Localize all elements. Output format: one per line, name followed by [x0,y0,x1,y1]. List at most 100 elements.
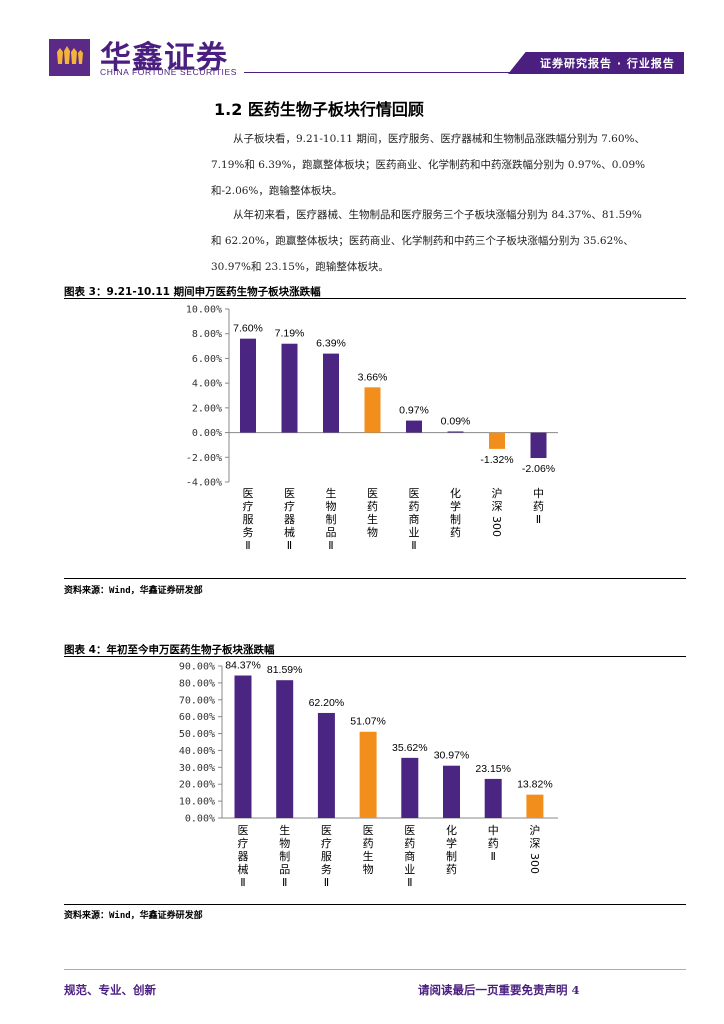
figure-3-top-rule [64,298,686,299]
category-label-char: 品 [326,526,337,539]
category-label-char: 化 [450,486,461,500]
footer-disclaimer-note: 请阅读最后一页重要免责声明 4 [418,983,580,997]
category-label-char: 化 [446,823,457,837]
category-label-char: 药 [533,500,544,513]
category-label-char: 深 [529,837,540,850]
category-label-char: 药 [409,500,420,513]
page-header: 华鑫证券 CHINA FORTUNE SECURITIES 证券研究报告 · 行… [0,0,724,80]
category-label-text: 医药生物 [367,487,378,539]
category-label-char: 务 [243,526,254,539]
y-tick-label: 50.00% [179,729,215,740]
y-tick-label: 80.00% [179,678,215,689]
category-label-char: 生 [367,512,378,526]
category-label-char: 服 [321,850,332,863]
bar [317,712,335,818]
category-label-char: Ⅱ [282,876,287,889]
y-tick-label: 8.00% [192,329,222,340]
y-tick-label: 0.00% [185,814,215,825]
data-label: 30.97% [434,750,470,762]
category-label-char: 沪 [529,823,540,837]
category-label: 化学制药 [446,823,457,876]
category-label-text: 化学制药 [446,823,457,876]
category-label-char: 深 [492,500,503,513]
category-label-text: 医药商业 Ⅱ [404,824,415,889]
category-label-char: 中 [533,487,544,500]
category-label-char: 药 [446,863,457,876]
category-label-text: 沪深 [529,823,540,850]
category-label-char: 生 [279,823,290,837]
category-label-char: 疗 [284,499,295,513]
category-label-char: 药 [488,837,499,850]
bar [401,757,419,818]
company-logo [49,39,90,76]
logo-mark-icon [57,46,83,64]
category-label-char: Ⅱ [411,539,416,552]
paragraph-2-line: 从年初来看，医疗器械、生物制品和医疗服务三个子板块涨幅分别为 84.37%、81… [233,209,642,221]
bar [526,794,544,818]
category-label-digits: 300 [528,853,541,874]
category-label-char: 制 [326,513,337,526]
category-label-char: 医 [243,487,254,500]
category-label-char: Ⅱ [328,539,333,552]
category-label-char: 医 [238,824,249,837]
y-tick-label: 40.00% [179,746,215,757]
y-tick-label: 90.00% [179,662,215,673]
data-label: 84.37% [225,660,261,672]
category-label: 医疗器械 Ⅱ [284,487,295,552]
category-label-char: 器 [284,513,295,526]
y-tick-label: 10.00% [179,797,215,808]
category-label-char: 医 [404,824,415,837]
bar [281,343,298,433]
data-label: 62.20% [309,697,345,709]
paragraph-2-line: 和 62.20%，跑赢整体板块；医药商业、化学制药和中药三个子板块涨幅分别为 3… [211,235,634,247]
category-label-char: 医 [321,824,332,837]
data-label: 6.39% [316,338,346,350]
category-label-char: 药 [450,526,461,539]
category-label-text: 沪深 [492,486,503,513]
category-label-char: 务 [321,863,332,876]
category-label-text: 医疗器械 Ⅱ [238,824,249,889]
paragraph-1-line: 和-2.06%，跑输整体板块。 [211,185,343,197]
category-label-char: 物 [367,525,378,539]
y-tick-label: 6.00% [192,354,222,365]
company-name-cn: 华鑫证券 [100,40,228,76]
category-label-char: 医 [284,487,295,500]
y-tick-label: 30.00% [179,763,215,774]
category-label-char: 沪 [492,486,503,500]
figure-4-bottom-rule [64,904,686,905]
figure-3-title: 图表 3：9.21-10.11 期间申万医药生物子板块涨跌幅 [64,286,321,298]
figure-4-top-rule [64,656,686,657]
category-label-char: 制 [279,850,290,863]
figure-3-source: 资料来源：Wind，华鑫证券研发部 [64,586,203,596]
bar [530,432,547,459]
category-label-char: Ⅱ [490,850,495,863]
bar [489,432,505,449]
bar [240,338,256,433]
bar [406,420,422,433]
category-label: 生物制品 Ⅱ [326,486,337,552]
category-label-text: 生物制品 Ⅱ [279,823,290,889]
data-label: 7.19% [275,328,305,340]
category-label-digits: 300 [490,516,503,537]
header-divider [244,72,684,73]
category-label: 医疗服务 Ⅱ [243,487,254,552]
category-label-char: 疗 [243,499,254,513]
category-label-char: 中 [488,824,499,837]
data-label: 81.59% [267,664,303,676]
y-tick-label: 10.00% [186,305,222,316]
bar [276,680,294,818]
bar [359,731,377,818]
figure-3-bottom-rule [64,578,686,579]
data-label: 0.09% [441,415,471,427]
category-label-text: 中药 Ⅱ [488,824,499,863]
category-label-char: Ⅱ [240,876,245,889]
bar [443,765,460,818]
category-label-char: 物 [279,836,290,850]
category-label-char: 学 [446,836,457,850]
paragraph-2-line: 30.97%和 23.15%，跑输整体板块。 [211,261,389,273]
category-label-char: 药 [404,837,415,850]
category-label: 中药 Ⅱ [533,487,544,526]
y-tick-label: -2.00% [186,453,222,464]
